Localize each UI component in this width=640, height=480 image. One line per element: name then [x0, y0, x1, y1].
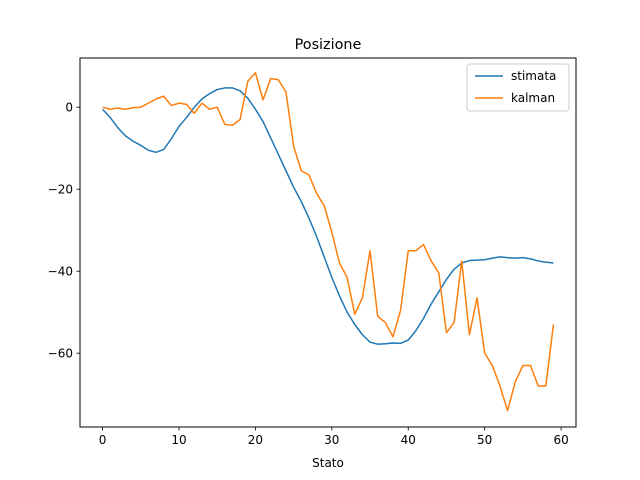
series-line-kalman — [102, 72, 555, 412]
chart-title: Posizione — [295, 37, 362, 53]
y-tick-label: 0 — [65, 101, 73, 115]
x-tick-label: 20 — [248, 433, 263, 447]
y-tick-label: −60 — [48, 347, 73, 361]
plot-frame — [79, 57, 577, 428]
x-tick-label: 30 — [324, 433, 339, 447]
y-tick-label: −20 — [48, 183, 73, 197]
series-lines — [102, 72, 555, 412]
legend: stimata kalman — [466, 63, 570, 112]
x-axis-label: Stato — [312, 456, 344, 470]
x-tick-label: 40 — [401, 433, 416, 447]
x-tick-label: 50 — [477, 433, 492, 447]
legend-label-stimata: stimata — [511, 69, 556, 83]
y-axis: −60 −40 −20 0 — [48, 101, 80, 361]
x-tick-label: 0 — [99, 433, 107, 447]
x-tick-label: 60 — [553, 433, 568, 447]
y-tick-label: −40 — [48, 265, 73, 279]
x-tick-label: 10 — [171, 433, 186, 447]
series-line-stimata — [102, 87, 554, 345]
legend-label-kalman: kalman — [511, 91, 555, 105]
x-axis: 0 10 20 30 40 50 60 — [99, 427, 569, 447]
